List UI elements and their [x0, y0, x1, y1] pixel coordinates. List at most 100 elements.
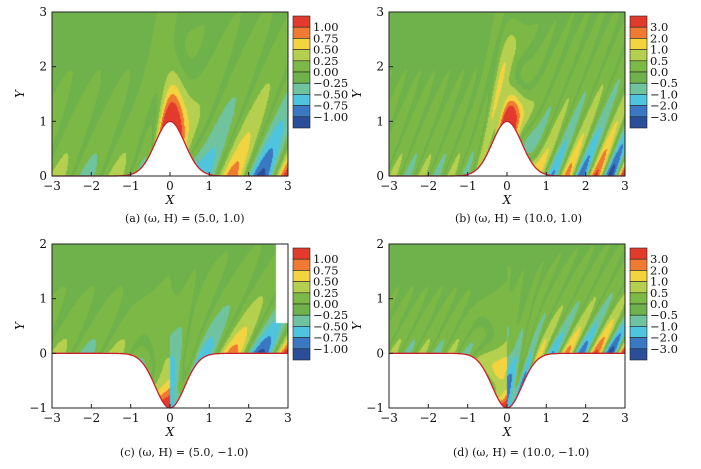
x-tick-label: 0 [503, 411, 511, 425]
colorbar-label: 0.75 [313, 31, 339, 45]
y-tick-label: 2 [39, 60, 47, 74]
x-tick-label: 0 [503, 179, 511, 193]
colorbar-label: 0.25 [313, 286, 339, 300]
colorbar-bin [292, 348, 311, 361]
x-tick-label: 0 [166, 411, 174, 425]
x-tick-label: −2 [419, 179, 437, 193]
colorbar-bin [629, 303, 648, 316]
colorbar-label: −1.00 [313, 110, 348, 124]
y-tick-label: 0 [39, 169, 47, 183]
colorbar-bin [629, 258, 648, 271]
y-tick-label: 1 [39, 292, 47, 306]
x-axis-label: X [165, 193, 175, 207]
x-tick-label: 3 [284, 411, 292, 425]
x-tick-label: −2 [82, 179, 100, 193]
y-tick-label: 2 [39, 237, 47, 251]
colorbar-label: 3.0 [650, 20, 668, 34]
contour-field-d [389, 244, 625, 408]
terrain-curve [389, 352, 625, 409]
colorbar-label: −0.5 [650, 308, 678, 322]
x-tick-label: −3 [380, 411, 398, 425]
x-tick-label: 2 [582, 411, 590, 425]
colorbar-label: −0.5 [650, 76, 678, 90]
colorbar-label: 0.75 [313, 263, 339, 277]
panel-caption: (a) (ω, H) = (5.0, 1.0) [125, 212, 245, 225]
colorbar-label: −0.25 [313, 308, 348, 322]
colorbar: 3.02.01.00.50.0−0.5−1.0−2.0−3.0 [629, 15, 678, 129]
colorbar-bin [629, 247, 648, 260]
x-tick-label: 3 [621, 411, 629, 425]
y-axis-label: Y [13, 89, 27, 98]
colorbar-label: 0.5 [650, 286, 668, 300]
colorbar-label: 1.0 [650, 43, 668, 57]
y-axis-label: Y [350, 321, 364, 330]
colorbar-label: 0.5 [650, 54, 668, 68]
colorbar-label: 2.0 [650, 263, 668, 277]
contour-field-c [52, 244, 288, 408]
y-axis-label: Y [350, 89, 364, 98]
x-tick-label: 2 [582, 179, 590, 193]
y-tick-label: 1 [39, 114, 47, 128]
colorbar-label: −0.75 [313, 331, 348, 345]
x-axis-label: X [502, 425, 512, 439]
y-tick-label: 0 [376, 346, 384, 360]
colorbar-label: 0.00 [313, 65, 339, 79]
x-tick-label: 3 [621, 179, 629, 193]
colorbar-bin [629, 116, 648, 129]
colorbar-label: 0.0 [650, 65, 668, 79]
colorbar-label: −2.0 [650, 331, 678, 345]
x-axis-label: X [165, 425, 175, 439]
x-tick-label: −1 [459, 179, 477, 193]
colorbar-label: −1.0 [650, 87, 678, 101]
colorbar-label: 0.00 [313, 297, 339, 311]
colorbar-label: 0.50 [313, 43, 339, 57]
colorbar-bin [629, 337, 648, 350]
y-tick-label: 0 [376, 169, 384, 183]
y-tick-label: −1 [366, 401, 384, 415]
x-tick-label: 1 [543, 179, 551, 193]
x-tick-label: 1 [543, 411, 551, 425]
colorbar-label: −0.75 [313, 99, 348, 113]
colorbar-bin [629, 348, 648, 361]
colorbar-label: −2.0 [650, 99, 678, 113]
colorbar-bin [629, 326, 648, 338]
x-tick-label: 1 [206, 411, 214, 425]
y-tick-label: 0 [39, 346, 47, 360]
colorbar-label: −0.50 [313, 319, 348, 333]
colorbar-label: 1.0 [650, 275, 668, 289]
colorbar-label: −0.25 [313, 76, 348, 90]
colorbar-label: −3.0 [650, 342, 678, 356]
contour-field-b [389, 12, 625, 176]
colorbar-label: 2.0 [650, 31, 668, 45]
colorbar-label: 1.00 [313, 252, 339, 266]
x-tick-label: −1 [122, 179, 140, 193]
colorbar-label: −1.00 [313, 342, 348, 356]
x-tick-label: −2 [419, 411, 437, 425]
y-tick-label: 3 [376, 5, 384, 19]
colorbar-bin [629, 270, 648, 282]
x-tick-label: 2 [245, 179, 253, 193]
y-tick-label: 2 [376, 237, 384, 251]
x-tick-label: −3 [43, 179, 61, 193]
colorbar-label: 0.50 [313, 275, 339, 289]
x-tick-label: −1 [122, 411, 140, 425]
colorbar-label: −3.0 [650, 110, 678, 124]
colorbar: 3.02.01.00.50.0−0.5−1.0−2.0−3.0 [629, 247, 678, 361]
colorbar-label: −1.0 [650, 319, 678, 333]
x-tick-label: 0 [166, 179, 174, 193]
y-tick-label: 2 [376, 60, 384, 74]
x-tick-label: −3 [43, 411, 61, 425]
y-tick-label: 3 [39, 5, 47, 19]
colorbar-label: 0.0 [650, 297, 668, 311]
y-tick-label: 1 [376, 292, 384, 306]
colorbar-bin [629, 314, 648, 327]
x-tick-label: −2 [82, 411, 100, 425]
colorbar: 1.000.750.500.250.00−0.25−0.50−0.75−1.00 [292, 15, 348, 129]
y-tick-label: −1 [29, 401, 47, 415]
colorbar-label: −0.50 [313, 87, 348, 101]
contour-field-a [52, 12, 288, 176]
panel-caption: (c) (ω, H) = (5.0, −1.0) [120, 446, 249, 459]
